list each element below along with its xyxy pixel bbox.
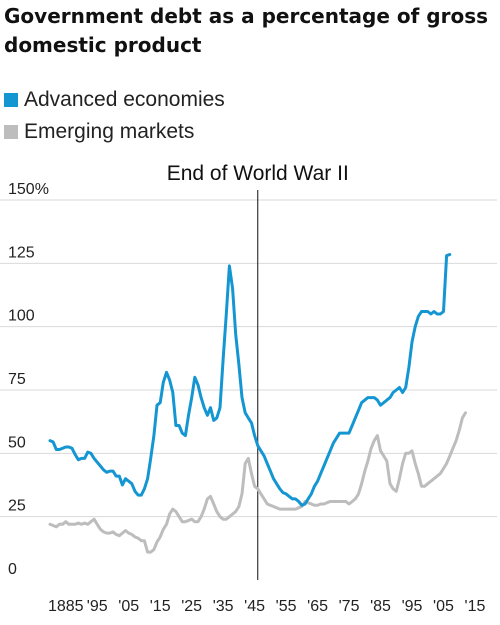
x-tick-label: '85 <box>370 598 391 615</box>
y-tick-label: 125 <box>8 244 35 261</box>
x-axis-ticks: 1885'95'05'15'25'35'45'55'65'75'85'95'05… <box>48 598 486 615</box>
x-tick-label: '25 <box>181 598 202 615</box>
x-tick-label: '35 <box>213 598 234 615</box>
y-axis-ticks: 0 25 50 75 100 125 150% <box>8 181 49 578</box>
x-tick-label: '75 <box>339 598 360 615</box>
x-tick-label: '95 <box>87 598 108 615</box>
legend-item-emerging: Emerging markets <box>4 116 225 148</box>
x-tick-label: '15 <box>150 598 171 615</box>
x-tick-label: '45 <box>244 598 265 615</box>
y-tick-label: 150% <box>8 181 49 198</box>
y-tick-label: 25 <box>8 498 26 515</box>
x-tick-label: 1885 <box>48 598 84 615</box>
legend-label-emerging: Emerging markets <box>24 120 195 143</box>
legend-item-advanced: Advanced economies <box>4 84 225 116</box>
x-tick-label: '15 <box>465 598 486 615</box>
x-tick-label: '05 <box>433 598 454 615</box>
x-tick-label: '95 <box>402 598 423 615</box>
y-tick-label: 50 <box>8 434 26 451</box>
x-tick-label: '65 <box>307 598 328 615</box>
legend-swatch-advanced <box>4 93 18 107</box>
y-tick-label: 75 <box>8 371 26 388</box>
legend-label-advanced: Advanced economies <box>24 88 225 111</box>
y-tick-label: 100 <box>8 308 35 325</box>
series-advanced-economies-line <box>48 253 452 507</box>
legend: Advanced economies Emerging markets <box>4 84 225 148</box>
x-tick-label: '55 <box>276 598 297 615</box>
ww2-annotation: End of World War II <box>167 162 349 185</box>
series-lines <box>48 253 467 554</box>
series-emerging-markets-line <box>48 411 467 554</box>
chart-title: Government debt as a percentage of gross… <box>4 4 489 57</box>
legend-swatch-emerging <box>4 125 18 139</box>
y-tick-label: 0 <box>8 561 17 578</box>
x-tick-label: '05 <box>118 598 139 615</box>
